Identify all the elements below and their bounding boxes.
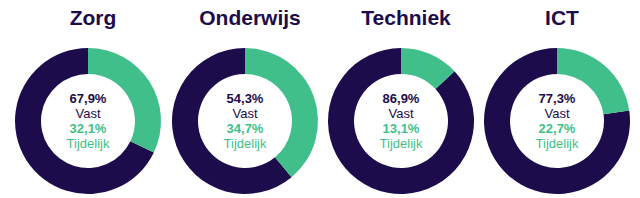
svg-text:22,7%: 22,7% bbox=[539, 121, 576, 136]
svg-text:77,3%: 77,3% bbox=[539, 91, 576, 106]
svg-text:13,1%: 13,1% bbox=[383, 121, 420, 136]
svg-text:ICT: ICT bbox=[545, 6, 579, 29]
svg-text:Vast: Vast bbox=[388, 106, 413, 121]
svg-text:Vast: Vast bbox=[544, 106, 569, 121]
svg-text:Vast: Vast bbox=[232, 106, 257, 121]
svg-text:Zorg: Zorg bbox=[70, 6, 117, 29]
svg-text:Tijdelijk: Tijdelijk bbox=[380, 136, 423, 151]
svg-text:Vast: Vast bbox=[75, 106, 100, 121]
svg-text:Tijdelijk: Tijdelijk bbox=[536, 136, 579, 151]
svg-text:67,9%: 67,9% bbox=[70, 91, 107, 106]
svg-text:Onderwijs: Onderwijs bbox=[199, 6, 301, 29]
svg-text:54,3%: 54,3% bbox=[227, 91, 264, 106]
svg-text:Tijdelijk: Tijdelijk bbox=[224, 136, 267, 151]
svg-text:34,7%: 34,7% bbox=[227, 121, 264, 136]
svg-text:Techniek: Techniek bbox=[361, 6, 451, 29]
svg-text:Tijdelijk: Tijdelijk bbox=[67, 136, 110, 151]
svg-text:86,9%: 86,9% bbox=[383, 91, 420, 106]
svg-text:32,1%: 32,1% bbox=[70, 121, 107, 136]
